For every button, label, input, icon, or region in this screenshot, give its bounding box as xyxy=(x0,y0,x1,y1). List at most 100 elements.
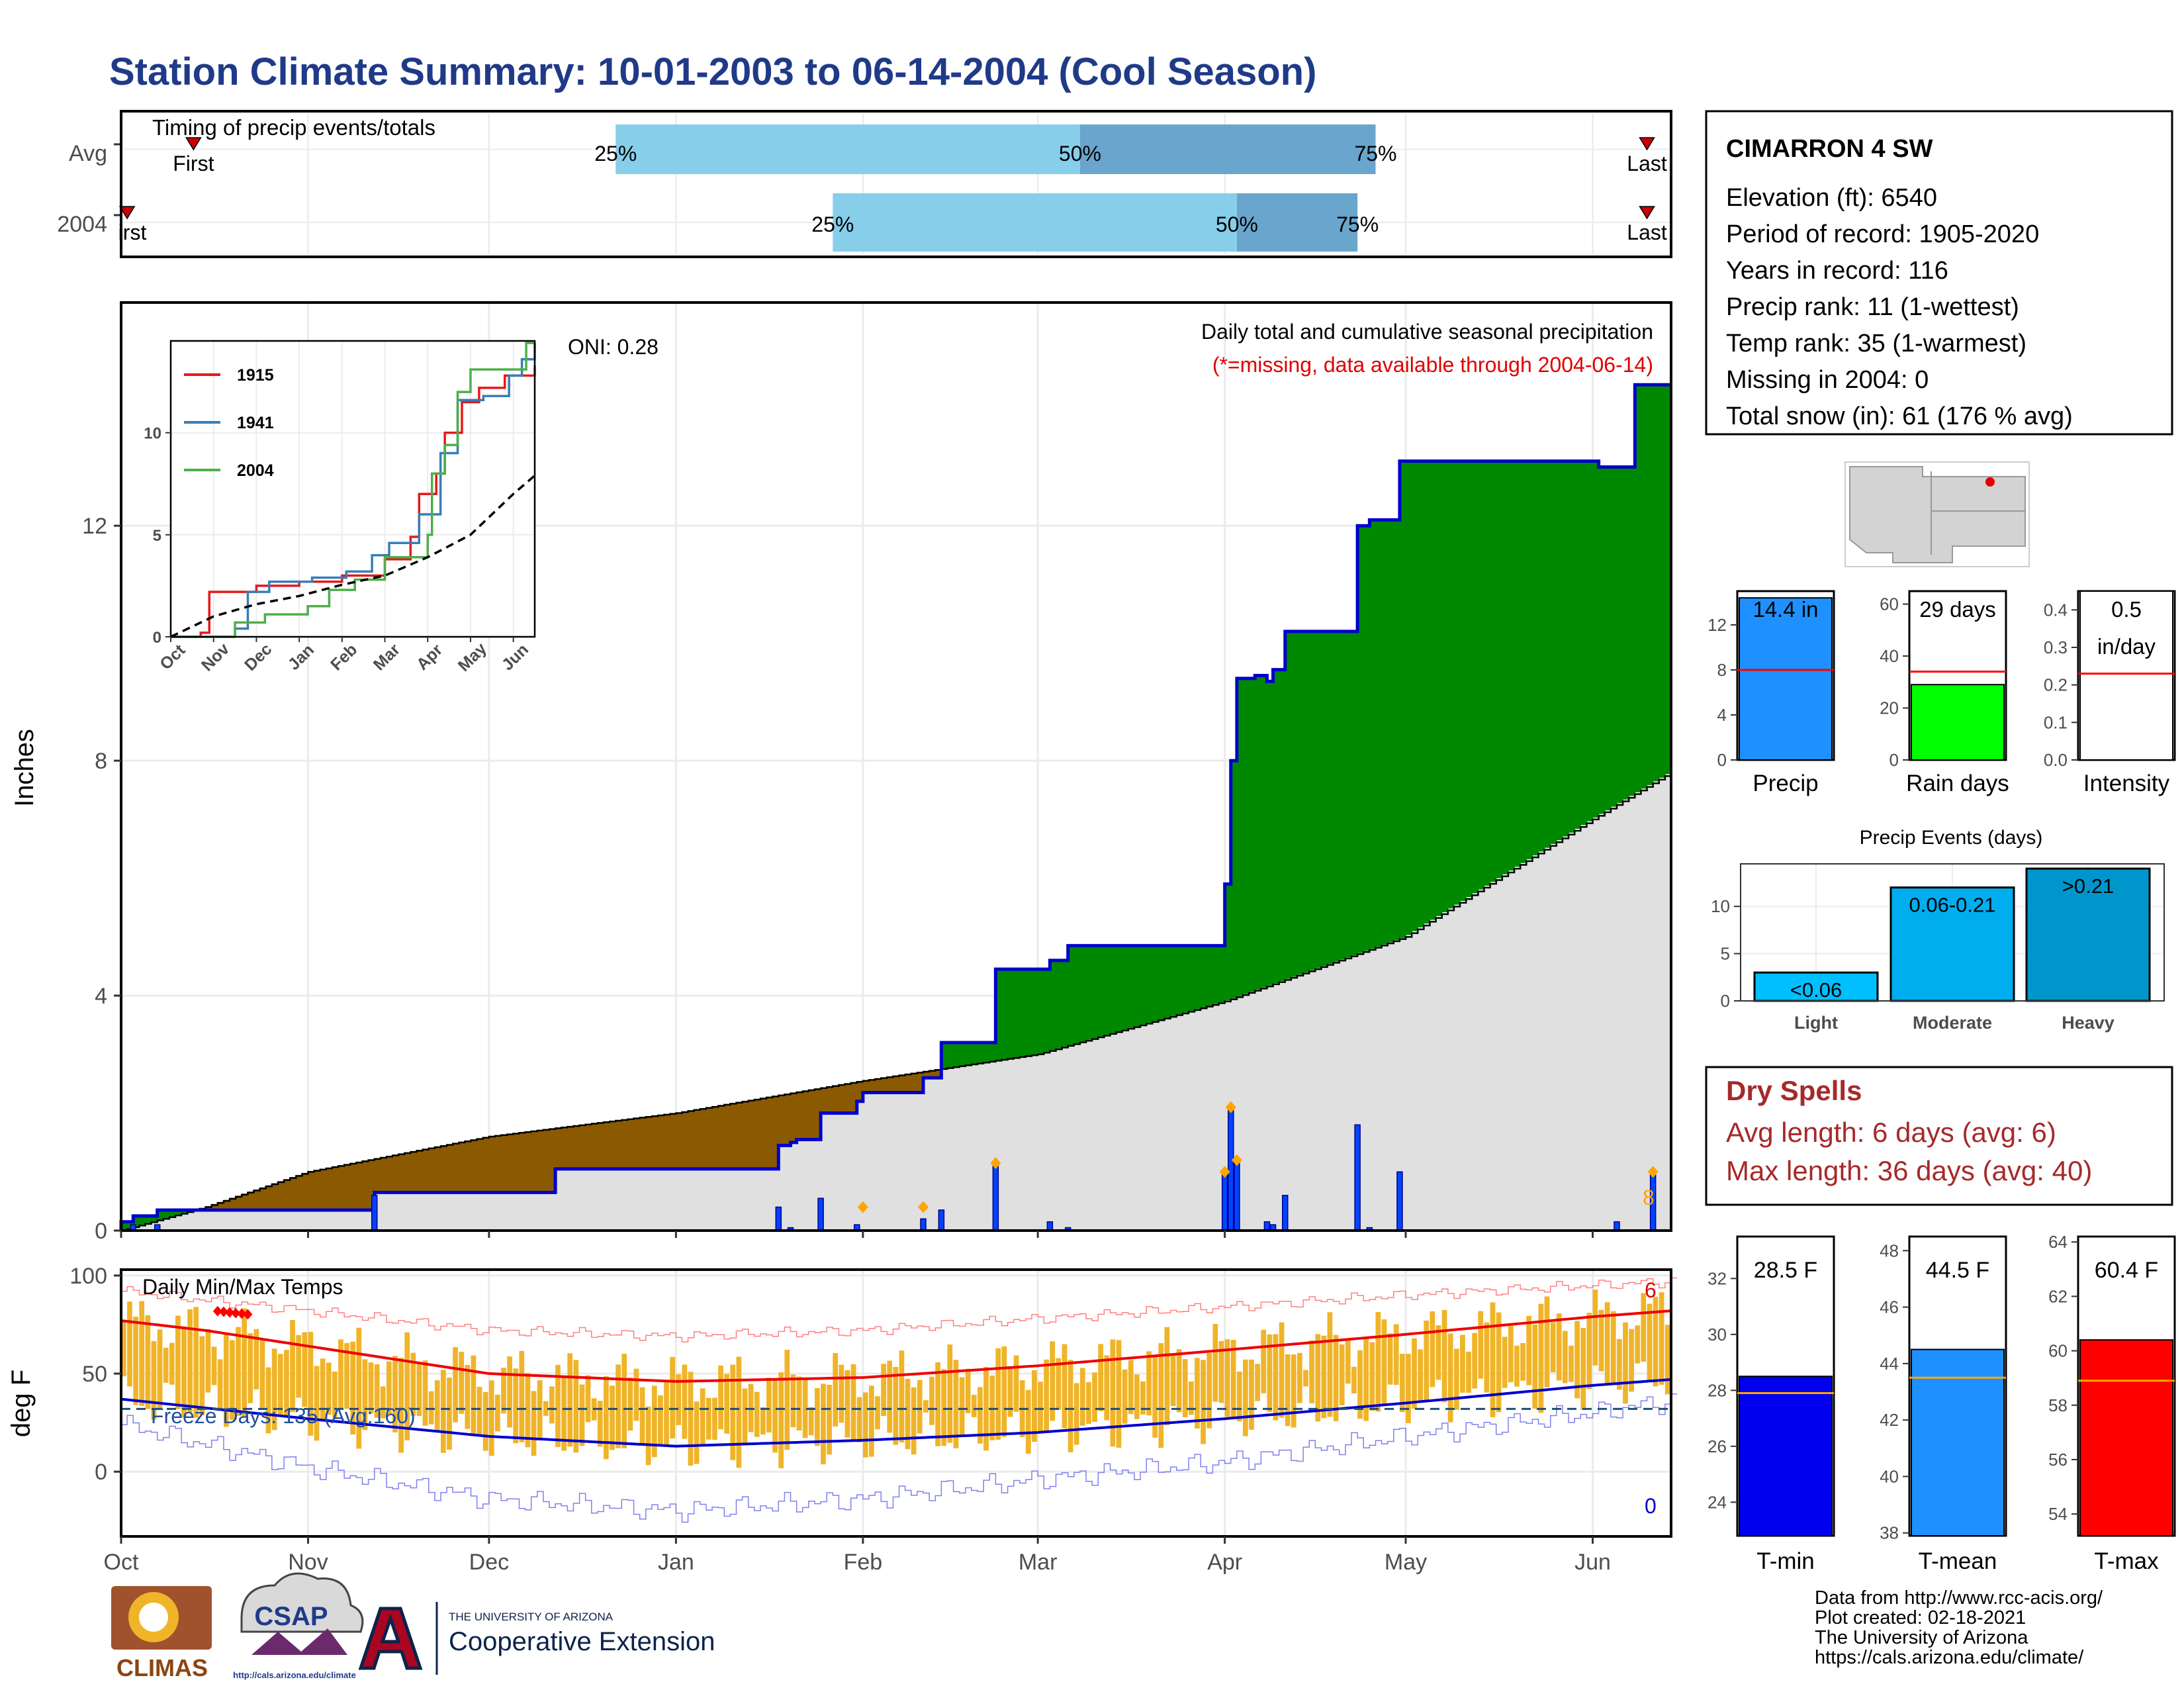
daily-temp-bar xyxy=(488,1380,494,1456)
timing-bar-q25-q50 xyxy=(615,124,1080,174)
deficit-fill xyxy=(513,1133,520,1193)
daily-temp-bar xyxy=(157,1329,163,1409)
record-low-count: 0 xyxy=(1645,1494,1657,1518)
csap-logo: CSAP http://cals.arizona.edu/climate xyxy=(233,1572,364,1680)
mini-bar-y-tick-label: 0.4 xyxy=(2044,600,2068,620)
temp-summary-bars: 24 26 28 30 32 28.5 F T-min 38 40 42 44 46 48 44.5 F T… xyxy=(1707,1232,2176,1574)
month-axis-label: Apr xyxy=(1207,1550,1242,1575)
deficit-fill xyxy=(850,1082,858,1113)
mini-bar-name: Rain days xyxy=(1906,771,2009,796)
daily-temp-bar xyxy=(1068,1360,1073,1452)
daily-temp-bar xyxy=(308,1332,314,1436)
mini-bar-y-tick-label: 12 xyxy=(1707,615,1727,635)
daily-temp-bar xyxy=(1261,1329,1267,1393)
deficit-fill xyxy=(488,1136,496,1193)
daily-temp-bar xyxy=(1073,1383,1079,1445)
surplus-fill xyxy=(1104,945,1111,1035)
daily-temp-bar xyxy=(187,1309,193,1413)
daily-temp-bar xyxy=(1478,1311,1484,1379)
surplus-fill xyxy=(989,1043,996,1062)
station-line: Temp rank: 35 (1-warmest) xyxy=(1726,330,2026,357)
daily-temp-bar xyxy=(350,1341,356,1434)
temp-y-axis-label: deg F xyxy=(7,1370,36,1437)
surplus-fill xyxy=(1490,461,1497,882)
daily-temp-bar xyxy=(133,1317,138,1405)
daily-temp-bar xyxy=(1044,1359,1050,1432)
daily-temp-bar xyxy=(362,1359,368,1430)
daily-temp-bar xyxy=(1032,1370,1037,1442)
deficit-fill xyxy=(284,1179,291,1210)
deficit-fill xyxy=(833,1085,840,1113)
deficit-fill xyxy=(604,1121,610,1169)
deficit-fill xyxy=(277,1181,285,1210)
daily-temp-bar xyxy=(1188,1382,1194,1415)
mini-bar-value xyxy=(1739,597,1833,761)
surplus-fill xyxy=(1224,884,1232,1001)
mini-bar-y-tick-label: 0.1 xyxy=(2044,712,2068,732)
deficit-fill xyxy=(856,1081,864,1102)
precip-y-tick-label: 4 xyxy=(95,984,107,1009)
surplus-fill xyxy=(1013,969,1021,1058)
precip-y-tick-label: 8 xyxy=(95,749,107,774)
daily-temp-bar xyxy=(296,1335,302,1398)
daily-temp-bar xyxy=(1424,1320,1430,1401)
mini-bar-y-tick-label: 40 xyxy=(1880,1466,1899,1486)
daily-temp-bar xyxy=(983,1366,989,1451)
inset-legend-label: 2004 xyxy=(237,461,274,480)
timing-bar-q50-q75 xyxy=(1079,124,1376,174)
surplus-fill xyxy=(1484,461,1491,886)
station-line: Years in record: 116 xyxy=(1726,257,1948,285)
mini-bar-y-tick-label: 62 xyxy=(2048,1286,2068,1306)
daily-temp-bar xyxy=(1659,1292,1664,1385)
deficit-fill xyxy=(633,1117,641,1169)
dry-spells-max: Max length: 36 days (avg: 40) xyxy=(1726,1155,2092,1186)
daily-temp-bar xyxy=(277,1354,283,1417)
logos: CLIMAS CSAP http://cals.arizona.edu/clim… xyxy=(111,1572,715,1681)
event-marker xyxy=(857,1201,868,1213)
dry-spells-box: Dry Spells Avg length: 6 days (avg: 6) M… xyxy=(1705,1066,2173,1206)
daily-temp-bar xyxy=(1182,1359,1188,1418)
station-line: Period of record: 1905-2020 xyxy=(1726,220,2039,248)
station-line: Total snow (in): 61 (176 % avg) xyxy=(1726,402,2073,430)
daily-temp-bar xyxy=(501,1368,506,1414)
month-axis: Oct Nov Dec Jan Feb Mar Apr May Jun xyxy=(104,1536,1611,1575)
daily-temp-bar xyxy=(410,1352,416,1416)
surplus-fill xyxy=(1623,467,1629,800)
daily-temp-bar xyxy=(712,1397,717,1440)
timing-quantile-label: 50% xyxy=(1059,142,1101,165)
station-name: CIMARRON 4 SW xyxy=(1726,135,1933,163)
surplus-fill xyxy=(1574,461,1581,829)
daily-temp-bar xyxy=(1062,1344,1068,1429)
inset-y-tick-label: 5 xyxy=(153,527,161,545)
daily-temp-bar xyxy=(1321,1335,1327,1419)
daily-temp-bar xyxy=(1098,1344,1104,1411)
mini-bar-y-tick-label: 40 xyxy=(1880,646,1899,666)
timing-bars: 25% 50% 75% First Last 25% 50% 75% irst Last xyxy=(114,114,1671,254)
daily-temp-bar xyxy=(199,1336,205,1416)
surplus-fill xyxy=(1261,675,1268,988)
deficit-fill xyxy=(610,1121,616,1169)
surplus-fill xyxy=(1327,631,1334,964)
events-bar xyxy=(1889,886,2015,1002)
daily-temp-bar xyxy=(742,1388,748,1446)
deficit-fill xyxy=(308,1171,315,1210)
daily-temp-bar xyxy=(1056,1358,1062,1410)
daily-temp-bar xyxy=(236,1327,241,1416)
surplus-fill xyxy=(1056,960,1063,1049)
daily-temp-bar xyxy=(1496,1312,1502,1413)
deficit-fill xyxy=(839,1084,846,1113)
inset-frame xyxy=(169,340,536,638)
daily-temp-bar xyxy=(1164,1327,1170,1426)
daily-temp-bar xyxy=(760,1407,766,1435)
daily-temp-bar xyxy=(862,1392,868,1458)
surplus-fill xyxy=(1188,945,1195,1011)
daily-temp-bar xyxy=(1025,1389,1031,1454)
surplus-fill xyxy=(1351,631,1358,955)
daily-temp-bar xyxy=(205,1329,211,1393)
daily-temp-bar xyxy=(1441,1309,1447,1403)
event-marker xyxy=(918,1201,929,1213)
timing-bar-q50-q75 xyxy=(1236,193,1358,252)
daily-temp-bar xyxy=(971,1395,977,1417)
daily-temp-bar xyxy=(1484,1322,1490,1393)
deficit-fill xyxy=(718,1105,725,1169)
